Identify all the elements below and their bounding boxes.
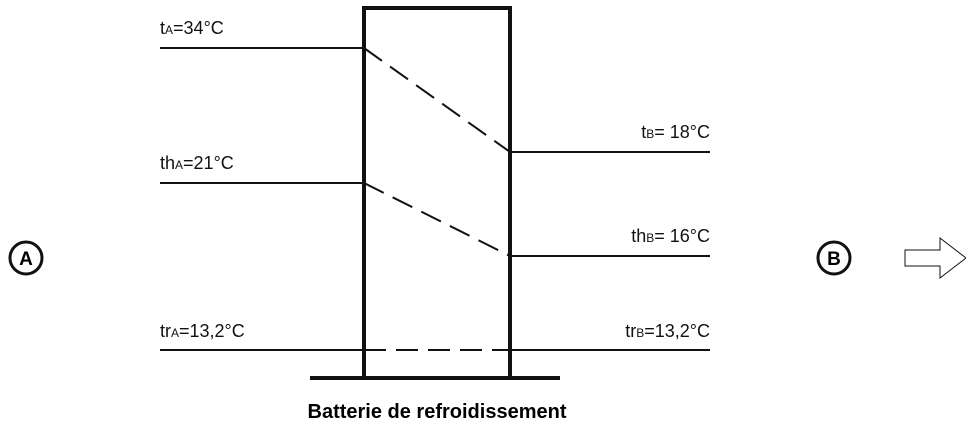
temperature-label: tB= 18°C (641, 122, 710, 142)
symbol: tr (160, 321, 171, 341)
value: =13,2°C (644, 321, 710, 341)
symbol: tr (625, 321, 636, 341)
symbol: t (160, 18, 165, 38)
dashed-line (363, 47, 511, 153)
subscript: A (171, 326, 179, 340)
arrow (904, 236, 966, 280)
subscript: B (646, 127, 654, 141)
subscript: A (165, 23, 173, 37)
inlet-label: A (19, 249, 33, 270)
value: = 16°C (654, 226, 710, 246)
circle (816, 240, 852, 276)
value: = 18°C (654, 122, 710, 142)
caption: Batterie de refroidissement (308, 401, 567, 423)
temperature-label: thA=21°C (160, 153, 234, 173)
subscript: A (175, 158, 183, 172)
coil-box (362, 6, 512, 380)
temperature-label: trA=13,2°C (160, 321, 245, 341)
value: =34°C (173, 18, 224, 38)
value: =21°C (183, 153, 234, 173)
temperature-label: trB=13,2°C (625, 321, 710, 341)
symbol: th (160, 153, 175, 173)
dashed-line (363, 182, 511, 257)
symbol: th (631, 226, 646, 246)
subscript: B (646, 231, 654, 245)
temperature-label: thB= 16°C (631, 226, 710, 246)
lines (160, 47, 710, 351)
outlet-label: B (827, 249, 841, 270)
value: =13,2°C (179, 321, 245, 341)
circle (8, 240, 44, 276)
temperature-label: tA=34°C (160, 18, 224, 38)
subscript: B (636, 326, 644, 340)
symbol: t (641, 122, 646, 142)
